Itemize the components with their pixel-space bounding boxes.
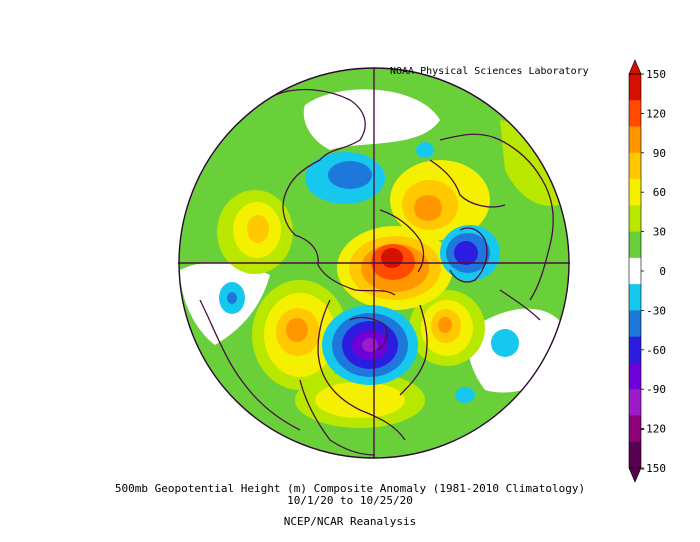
positive-band-south-inner	[315, 382, 405, 418]
negative-anomaly-europe-core	[454, 241, 478, 265]
colorbar-tick-label: -30	[646, 304, 666, 317]
colorbar-cell	[629, 362, 641, 390]
positive-anomaly-pacific-core	[247, 215, 269, 243]
coastline-arctic-rim	[294, 234, 396, 296]
coastline-siberia	[429, 159, 506, 208]
colorbar-cell	[629, 336, 641, 364]
neutral-region-north	[303, 89, 440, 150]
map-title: 500mb Geopotential Height (m) Composite …	[114, 482, 586, 495]
colorbar-ticks: 150 120 90 60 30 0 -30 -60 -90 -120 -150	[640, 68, 667, 475]
colorbar-tick-label: 30	[653, 226, 666, 239]
data-source-label: NCEP/NCAR Reanalysis	[283, 515, 417, 528]
colorbar-tick-label: -150	[640, 462, 667, 475]
negative-anomaly-pacific-core	[328, 161, 372, 189]
negative-anomaly-small-west-core	[227, 292, 237, 304]
colorbar-tick-label: 0	[659, 265, 666, 278]
colorbar-cell	[629, 257, 641, 285]
colorbar-cell	[629, 441, 641, 469]
positive-anomaly-atlantic-core	[438, 317, 452, 333]
coastline-greenland-east	[399, 304, 428, 396]
map-boundary-circle	[178, 67, 570, 459]
colorbar-tick-label: -60	[646, 344, 666, 357]
colorbar-tick-label: 120	[646, 107, 666, 120]
colorbar-cell	[629, 152, 641, 180]
colorbar-cell	[629, 389, 641, 416]
coastline-hudson-bay	[349, 316, 388, 351]
coastline-pacific-rim	[199, 299, 301, 431]
coastline-north-america-east	[317, 299, 406, 441]
colorbar-max-arrow	[628, 59, 642, 75]
coastline-asia-north	[274, 88, 366, 236]
positive-anomaly-eastasia-core	[286, 318, 308, 342]
colorbar-cell	[629, 284, 641, 311]
colorbar-tick-label: 60	[653, 186, 666, 199]
coastline-south	[299, 379, 376, 456]
coastline-eurasia-east	[439, 133, 554, 301]
colorbar-cell	[629, 415, 641, 443]
colorbar-cell	[629, 74, 641, 101]
date-range-label: 10/1/20 to 10/25/20	[287, 494, 413, 507]
colorbar-cell	[629, 179, 641, 206]
colorbar-tick-label: -90	[646, 383, 666, 396]
negative-anomaly-small-south	[455, 387, 475, 403]
negative-anomaly-small-east	[491, 329, 519, 357]
credit-label: NOAA Physical Sciences Laboratory	[390, 66, 589, 77]
colorbar-tick-label: 150	[646, 68, 666, 81]
colorbar-cell	[629, 205, 641, 233]
coastline-europe-south	[499, 289, 541, 321]
colorbar-cell	[629, 126, 641, 154]
negative-anomaly-small-north	[416, 142, 434, 158]
colorbar-tick-label: 90	[653, 147, 666, 160]
positive-anomaly-siberia-core	[414, 195, 442, 221]
coastline-scandinavia	[449, 227, 488, 283]
colorbar-cells	[628, 59, 642, 483]
colorbar-tick-label: -120	[640, 423, 667, 436]
colorbar-cell	[629, 100, 641, 128]
colorbar-cell	[629, 231, 641, 259]
colorbar-cell	[629, 310, 641, 338]
